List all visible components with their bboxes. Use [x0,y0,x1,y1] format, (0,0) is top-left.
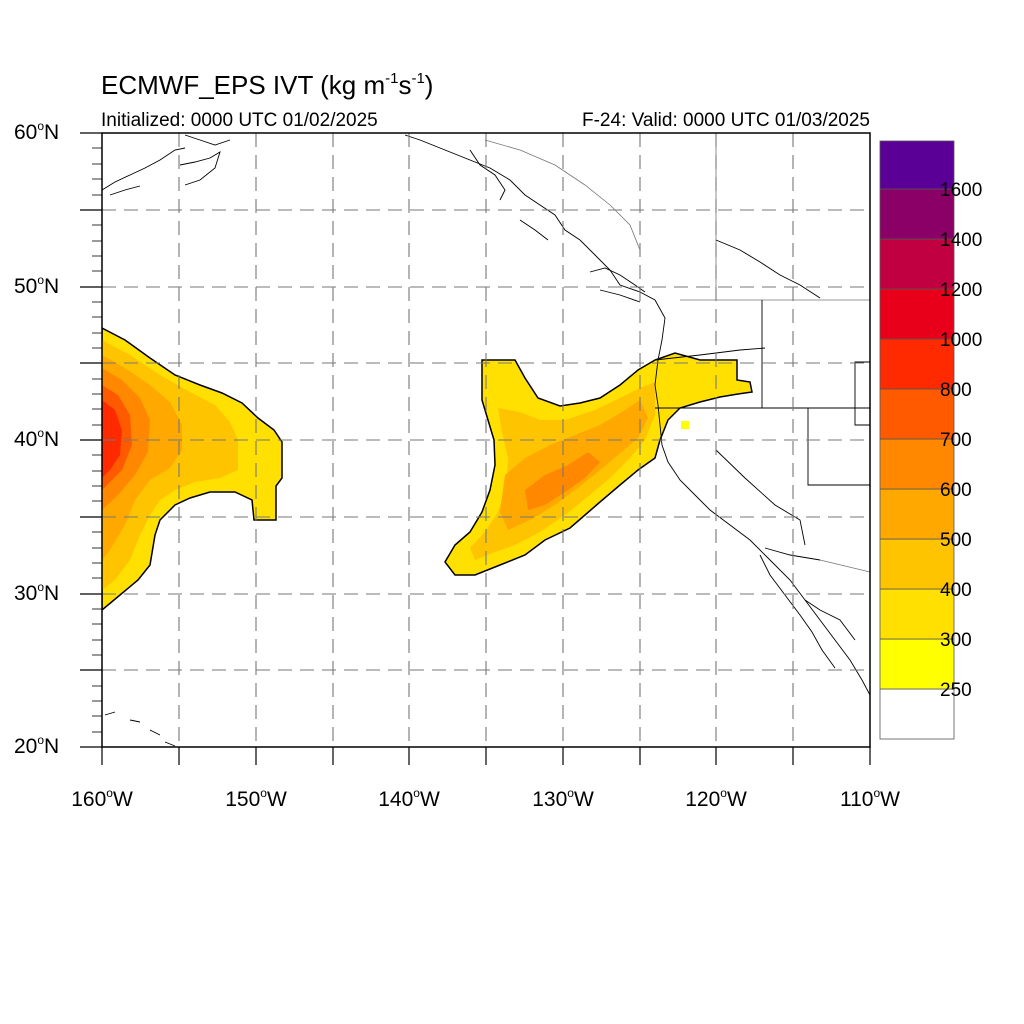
ivt-shading [102,327,753,611]
colorbar-label-300: 300 [940,630,972,651]
lon-label-140w: 140oW [378,786,440,811]
colorbar-bin-12 [879,140,955,190]
state-boundaries [654,239,871,641]
lon-label-150w: 150oW [225,786,287,811]
lon-label-130w: 130oW [532,786,594,811]
axis-minor-ticks [92,147,102,733]
colorbar-label-1600: 1600 [940,180,983,201]
colorbar-bin-4 [879,538,955,590]
colorbar [879,140,955,740]
lat-label-20: 20oN [14,733,60,758]
colorbar-label-800: 800 [940,380,972,401]
lon-label-120w: 120oW [685,786,747,811]
lon-label-160w: 160oW [71,786,133,811]
colorbar-label-1400: 1400 [940,230,983,251]
colorbar-bin-10 [879,238,955,290]
colorbar-label-500: 500 [940,530,972,551]
lat-label-50: 50oN [14,273,60,298]
colorbar-bin-2 [879,638,955,690]
lat-label-30: 30oN [14,580,60,605]
axis-ticks [80,132,871,765]
colorbar-label-600: 600 [940,480,972,501]
lat-label-40: 40oN [14,426,60,451]
colorbar-bin-11 [879,188,955,240]
lon-label-110w: 110oW [840,786,900,811]
colorbar-bin-9 [879,288,955,340]
colorbar-bin-3 [879,588,955,640]
colorbar-label-700: 700 [940,430,972,451]
colorbar-bin-7 [879,388,955,440]
map-title: ECMWF_EPS IVT (kg m-1s-1) [101,70,434,100]
colorbar-label-1200: 1200 [940,280,983,301]
graticule [102,133,870,747]
colorbar-label-250: 250 [940,680,972,701]
colorbar-bin-6 [879,438,955,490]
colorbar-bin-1 [879,688,955,740]
valid-time: F-24: Valid: 0000 UTC 01/03/2025 [582,110,870,131]
colorbar-label-1000: 1000 [940,330,983,351]
colorbar-bin-5 [879,488,955,540]
initialized-time: Initialized: 0000 UTC 01/02/2025 [101,110,378,131]
colorbar-label-400: 400 [940,580,972,601]
lat-label-60: 60oN [14,119,60,144]
ivt-plume-west [102,327,283,611]
ivt-plume-central [444,352,753,576]
